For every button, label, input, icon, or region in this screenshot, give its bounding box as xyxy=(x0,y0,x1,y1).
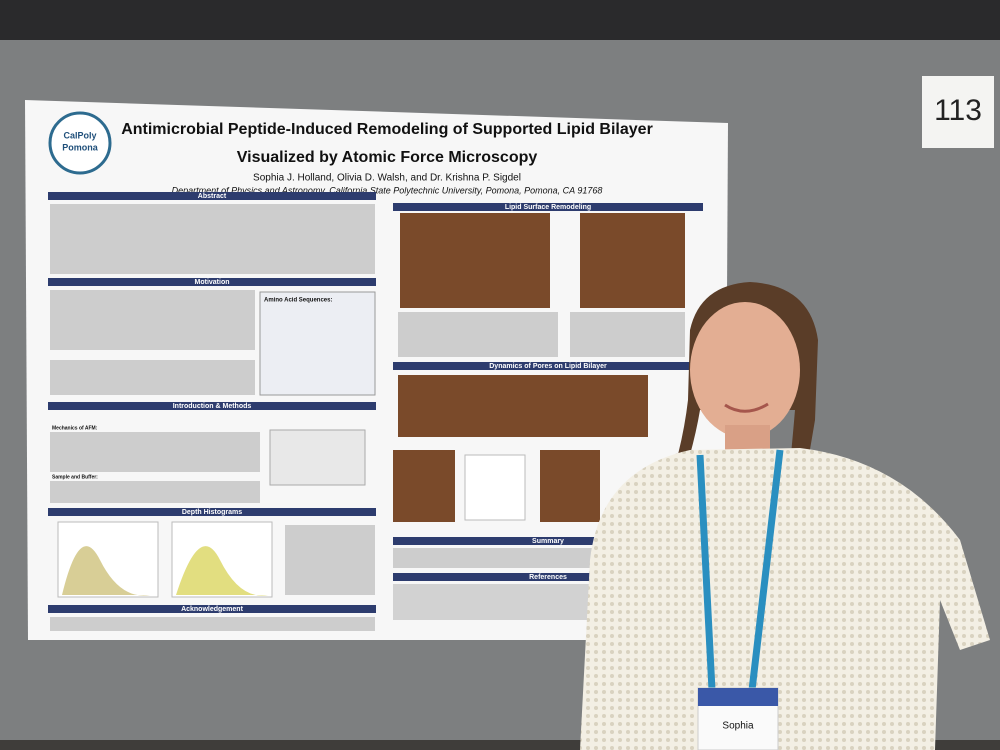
logo-text: Pomona xyxy=(62,142,98,152)
affiliation: Department of Physics and Astronomy, Cal… xyxy=(172,185,603,195)
histogram-shape xyxy=(176,546,268,596)
amino-box xyxy=(259,291,376,396)
lanyard xyxy=(696,449,784,691)
section-bar xyxy=(393,203,703,211)
section-bar xyxy=(393,362,703,370)
section-title: Acknowledgement xyxy=(181,606,244,613)
shirt xyxy=(580,448,990,750)
text-block xyxy=(285,525,375,595)
section-bar xyxy=(48,508,376,516)
logo-text: CalPoly xyxy=(63,130,96,140)
section-title: Summary xyxy=(532,538,564,545)
text-block xyxy=(50,617,375,631)
subheading: Sample and Buffer: xyxy=(52,474,98,480)
authors: Sophia J. Holland, Olivia D. Walsh, and … xyxy=(253,173,521,184)
person: Sophia xyxy=(580,282,990,750)
smile xyxy=(724,402,769,413)
text-block xyxy=(50,432,260,472)
section-bar xyxy=(48,402,376,410)
section-bar xyxy=(393,573,703,581)
text-block xyxy=(50,360,255,395)
text-block xyxy=(393,548,593,568)
afm-images xyxy=(580,213,685,308)
text-block xyxy=(398,312,558,357)
pore-images xyxy=(398,375,648,437)
section-title: References xyxy=(529,574,567,581)
section-bar xyxy=(393,537,703,545)
left-column: Abstract Motivation Amino Acid Sequences… xyxy=(48,192,376,631)
text-block xyxy=(50,481,260,503)
afm-schematic xyxy=(269,429,366,486)
text-block xyxy=(50,290,255,350)
logo xyxy=(48,111,112,175)
board-number: 113 xyxy=(934,94,982,127)
poster-title: Antimicrobial Peptide-Induced Remodeling… xyxy=(121,121,653,138)
section-bar xyxy=(48,278,376,286)
section-title: Lipid Surface Remodeling xyxy=(505,204,591,211)
amino-title: Amino Acid Sequences: xyxy=(264,298,332,304)
text-block xyxy=(570,312,685,357)
section-bar xyxy=(48,605,376,613)
subheading: Mechanics of AFM: xyxy=(52,425,98,431)
section-title: Abstract xyxy=(198,193,227,200)
text-block xyxy=(393,584,593,620)
histogram-shape xyxy=(62,546,150,596)
face xyxy=(690,302,800,438)
badge-header xyxy=(698,688,778,706)
pore-images xyxy=(540,450,600,522)
board-number-card xyxy=(922,76,994,148)
section-title: Introduction & Methods xyxy=(173,403,252,410)
right-column: Lipid Surface Remodeling Dynamics of Por… xyxy=(393,203,703,620)
ceiling xyxy=(0,0,1000,40)
afm-images xyxy=(400,213,550,308)
section-bar xyxy=(48,192,376,200)
plot xyxy=(464,454,526,521)
pore-images xyxy=(393,450,455,522)
section-title: Motivation xyxy=(195,279,230,286)
text-block xyxy=(50,204,375,274)
section-title: Dynamics of Pores on Lipid Bilayer xyxy=(489,363,607,370)
badge-name: Sophia xyxy=(722,721,754,732)
section-title: Depth Histograms xyxy=(182,509,242,516)
poster-title: Visualized by Atomic Force Microscopy xyxy=(237,149,538,166)
